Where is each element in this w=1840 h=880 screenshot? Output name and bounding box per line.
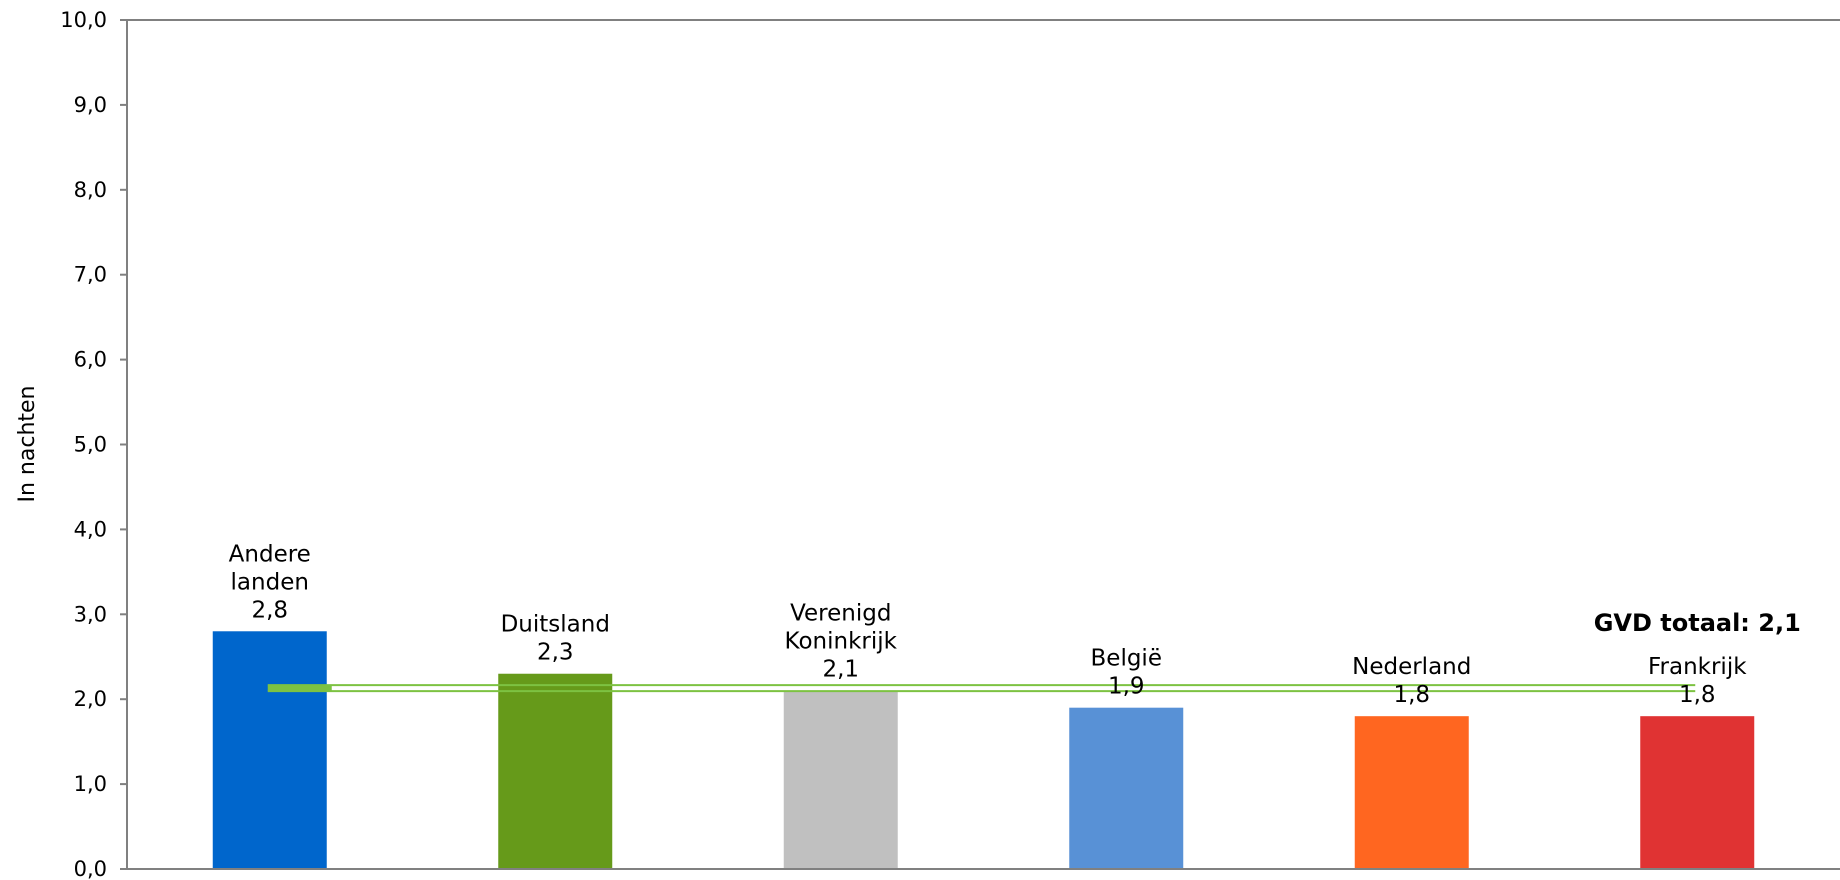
y-tick-label: 2,0 bbox=[74, 687, 107, 711]
data-label: 2,3 bbox=[537, 640, 574, 666]
bar bbox=[1354, 716, 1469, 869]
bars bbox=[212, 631, 1755, 869]
bar bbox=[498, 673, 613, 869]
bar bbox=[212, 631, 327, 869]
data-label: 1,9 bbox=[1108, 674, 1145, 700]
category-label: Duitsland bbox=[501, 612, 610, 638]
category-label: Frankrijk bbox=[1648, 654, 1747, 680]
category-label: Koninkrijk bbox=[785, 629, 898, 655]
y-tick-label: 10,0 bbox=[60, 8, 107, 32]
y-axis-title: In nachten bbox=[15, 386, 40, 503]
y-tick-label: 0,0 bbox=[74, 857, 107, 880]
category-label: België bbox=[1091, 646, 1162, 672]
data-label: 2,8 bbox=[251, 597, 288, 623]
bar bbox=[1640, 716, 1755, 869]
y-tick-label: 1,0 bbox=[74, 772, 107, 796]
reference-line-label: GVD totaal: 2,1 bbox=[1594, 609, 1801, 637]
category-label: Verenigd bbox=[790, 601, 891, 627]
category-label: Nederland bbox=[1352, 654, 1471, 680]
bar bbox=[783, 690, 898, 869]
y-axis-ticks: 0,0 1,0 2,0 3,0 4,0 5,0 6,0 7,0 8,0 9,0 10,0 bbox=[60, 8, 127, 880]
y-tick-label: 6,0 bbox=[74, 348, 107, 372]
y-tick-label: 5,0 bbox=[74, 433, 107, 457]
y-tick-label: 7,0 bbox=[74, 263, 107, 287]
category-label: Andere bbox=[229, 541, 311, 567]
data-label: 1,8 bbox=[1679, 682, 1716, 708]
y-tick-label: 4,0 bbox=[74, 517, 107, 541]
y-tick-label: 9,0 bbox=[74, 93, 107, 117]
y-tick-label: 8,0 bbox=[74, 178, 107, 202]
reference-line-group: GVD totaal: 2,1 bbox=[267, 609, 1801, 693]
category-label: landen bbox=[231, 569, 309, 595]
y-tick-label: 3,0 bbox=[74, 602, 107, 626]
data-label: 2,1 bbox=[822, 657, 859, 683]
data-label: 1,8 bbox=[1393, 682, 1430, 708]
bar bbox=[1069, 707, 1184, 869]
